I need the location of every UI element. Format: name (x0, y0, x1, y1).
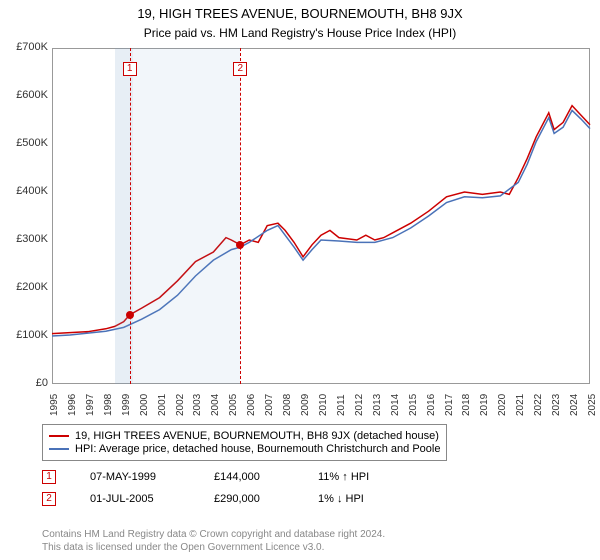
x-tick-label: 2009 (300, 394, 311, 416)
x-tick-label: 1995 (49, 394, 60, 416)
legend-label-hpi: HPI: Average price, detached house, Bour… (75, 443, 440, 455)
event-line (130, 48, 131, 384)
x-tick-label: 2000 (139, 394, 150, 416)
sale-hpi: 11% ↑ HPI (318, 471, 369, 483)
x-tick-label: 2018 (461, 394, 472, 416)
sale-hpi: 1% ↓ HPI (318, 493, 364, 505)
x-tick-label: 2011 (336, 394, 347, 416)
x-tick-label: 2021 (515, 394, 526, 416)
sale-price: £290,000 (214, 493, 284, 505)
x-tick-label: 2020 (497, 394, 508, 416)
x-tick-label: 2017 (444, 394, 455, 416)
credit-text: Contains HM Land Registry data © Crown c… (42, 528, 385, 554)
y-tick-label: £700K (4, 41, 48, 53)
y-tick-label: £200K (4, 281, 48, 293)
x-tick-label: 2019 (479, 394, 490, 416)
x-tick-label: 2005 (228, 394, 239, 416)
y-tick-label: £100K (4, 329, 48, 341)
y-tick-label: £0 (4, 377, 48, 389)
sale-row: 1 07-MAY-1999 £144,000 11% ↑ HPI (42, 470, 369, 484)
x-tick-label: 2022 (533, 394, 544, 416)
y-tick-label: £600K (4, 89, 48, 101)
event-line (240, 48, 241, 384)
legend: 19, HIGH TREES AVENUE, BOURNEMOUTH, BH8 … (42, 424, 447, 461)
sale-row: 2 01-JUL-2005 £290,000 1% ↓ HPI (42, 492, 364, 506)
x-tick-label: 2006 (246, 394, 257, 416)
chart-subtitle: Price paid vs. HM Land Registry's House … (0, 26, 600, 40)
shaded-band (133, 48, 241, 384)
x-tick-label: 2014 (390, 394, 401, 416)
x-tick-label: 2024 (569, 394, 580, 416)
x-tick-label: 1996 (67, 394, 78, 416)
credit-line-1: Contains HM Land Registry data © Crown c… (42, 529, 385, 540)
sale-date: 07-MAY-1999 (90, 471, 180, 483)
y-tick-label: £400K (4, 185, 48, 197)
legend-label-property: 19, HIGH TREES AVENUE, BOURNEMOUTH, BH8 … (75, 430, 439, 442)
legend-row-hpi: HPI: Average price, detached house, Bour… (49, 443, 440, 455)
x-tick-label: 2016 (426, 394, 437, 416)
x-tick-label: 2001 (157, 394, 168, 416)
x-tick-label: 2003 (192, 394, 203, 416)
x-tick-label: 2004 (210, 394, 221, 416)
x-tick-label: 2013 (372, 394, 383, 416)
price-dot (126, 311, 134, 319)
x-tick-label: 2025 (587, 394, 598, 416)
chart-title: 19, HIGH TREES AVENUE, BOURNEMOUTH, BH8 … (0, 6, 600, 21)
sale-price: £144,000 (214, 471, 284, 483)
x-tick-label: 2012 (354, 394, 365, 416)
sale-date: 01-JUL-2005 (90, 493, 180, 505)
sale-marker: 2 (42, 492, 56, 506)
legend-swatch-property (49, 435, 69, 437)
x-tick-label: 2015 (408, 394, 419, 416)
x-tick-label: 1998 (103, 394, 114, 416)
legend-row-property: 19, HIGH TREES AVENUE, BOURNEMOUTH, BH8 … (49, 430, 440, 442)
price-dot (236, 241, 244, 249)
x-tick-label: 1999 (121, 394, 132, 416)
y-tick-label: £300K (4, 233, 48, 245)
x-tick-label: 2023 (551, 394, 562, 416)
x-tick-label: 2008 (282, 394, 293, 416)
x-tick-label: 1997 (85, 394, 96, 416)
event-marker: 1 (123, 62, 137, 76)
sale-marker: 1 (42, 470, 56, 484)
x-tick-label: 2002 (175, 394, 186, 416)
y-tick-label: £500K (4, 137, 48, 149)
x-tick-label: 2007 (264, 394, 275, 416)
legend-swatch-hpi (49, 448, 69, 450)
credit-line-2: This data is licensed under the Open Gov… (42, 542, 324, 553)
x-tick-label: 2010 (318, 394, 329, 416)
event-marker: 2 (233, 62, 247, 76)
